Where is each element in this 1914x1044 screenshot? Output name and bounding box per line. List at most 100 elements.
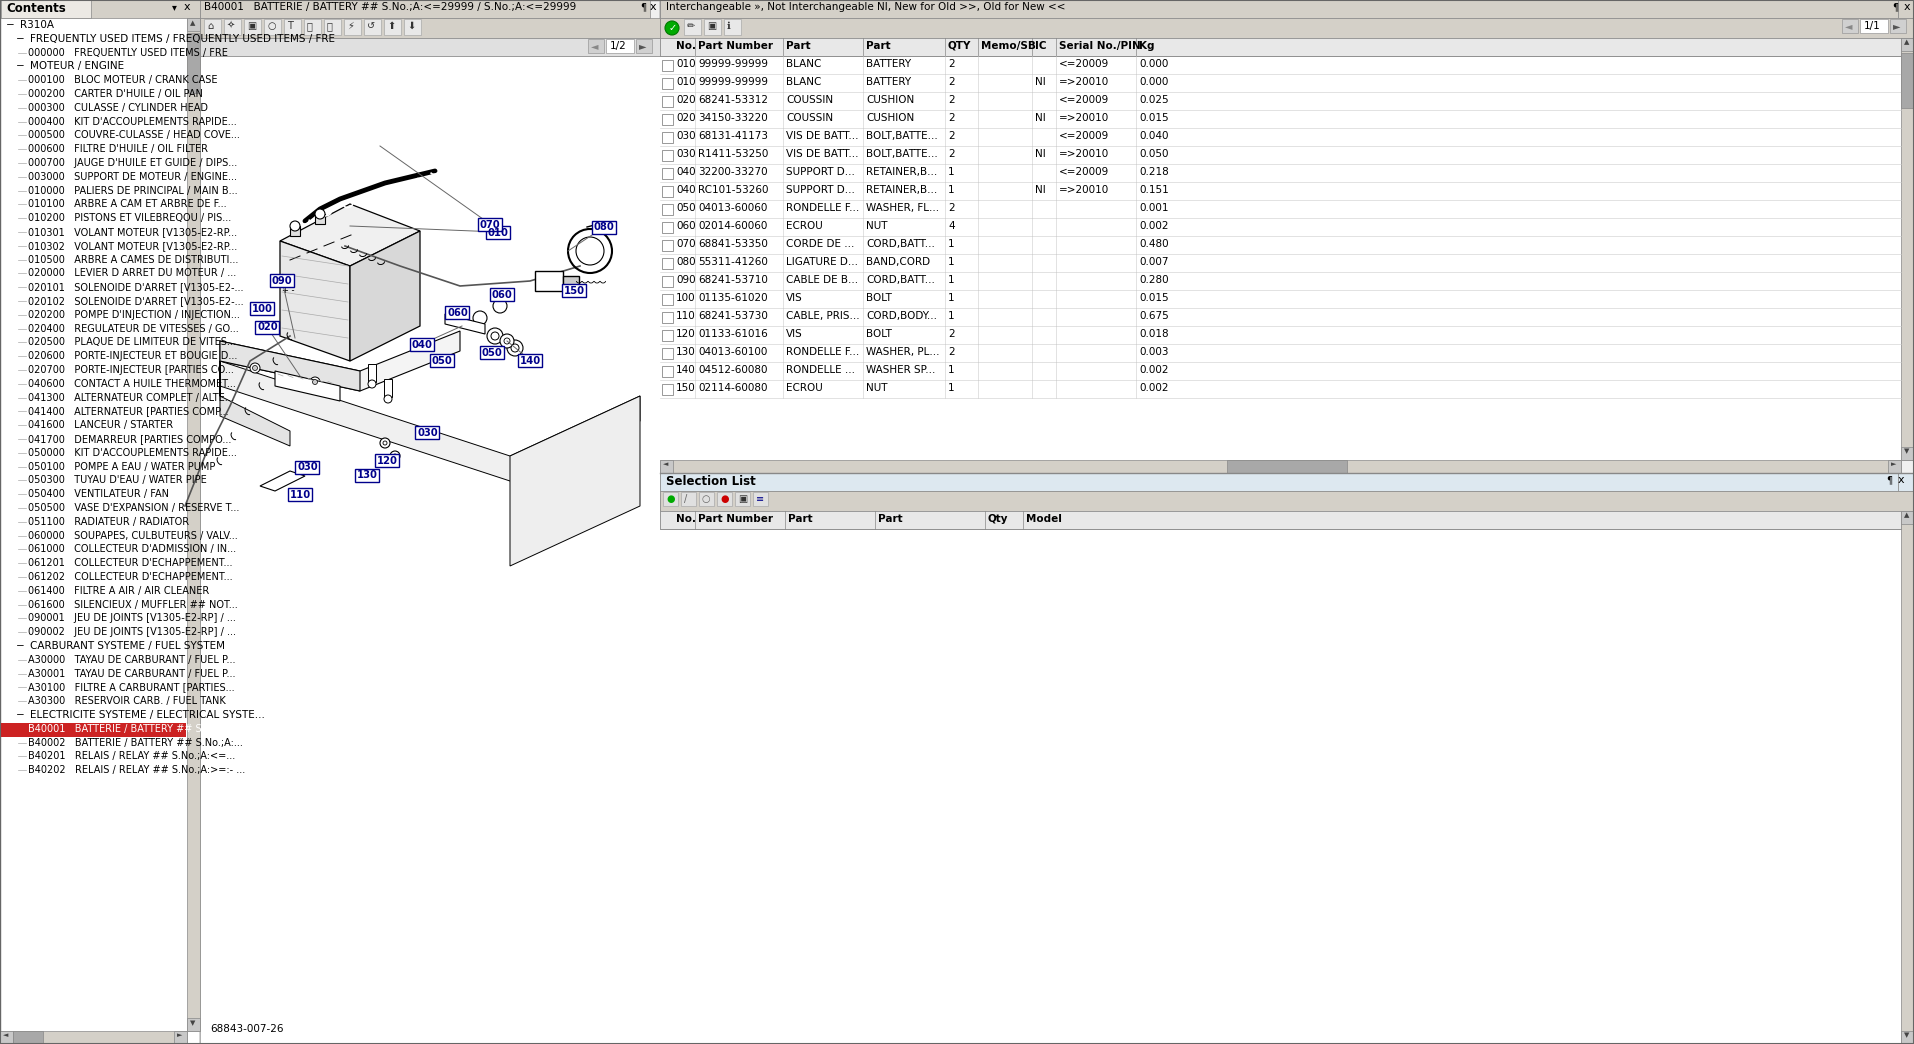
Text: A30001   TAYAU DE CARBURANT / FUEL P...: A30001 TAYAU DE CARBURANT / FUEL P... bbox=[29, 668, 235, 679]
Text: 020600   PORTE-INJECTEUR ET BOUGIE D...: 020600 PORTE-INJECTEUR ET BOUGIE D... bbox=[29, 351, 237, 361]
Bar bbox=[660, 236, 1901, 254]
Text: B40001   BATTERIE / BATTERY ## S.No.;A:<=29999 / S.No.;A:<=29999: B40001 BATTERIE / BATTERY ## S.No.;A:<=2… bbox=[205, 2, 576, 11]
Polygon shape bbox=[444, 314, 484, 334]
Text: 020101   SOLENOIDE D'ARRET [V1305-E2-...: 020101 SOLENOIDE D'ARRET [V1305-E2-... bbox=[29, 282, 243, 292]
Circle shape bbox=[500, 334, 515, 348]
Text: NUT: NUT bbox=[865, 383, 888, 393]
Bar bbox=[660, 529, 1901, 1044]
Polygon shape bbox=[279, 241, 350, 361]
Text: 2: 2 bbox=[947, 95, 955, 105]
Text: 0.480: 0.480 bbox=[1139, 239, 1169, 250]
Text: CABLE DE B...: CABLE DE B... bbox=[787, 275, 857, 285]
Text: 060000   SOUPAPES, CULBUTEURS / VALV...: 060000 SOUPAPES, CULBUTEURS / VALV... bbox=[29, 530, 237, 541]
FancyBboxPatch shape bbox=[519, 354, 542, 367]
Text: 030: 030 bbox=[676, 130, 695, 141]
Circle shape bbox=[473, 311, 486, 325]
Text: 010: 010 bbox=[676, 60, 695, 69]
Text: BOLT: BOLT bbox=[865, 329, 892, 339]
Text: 01133-61016: 01133-61016 bbox=[699, 329, 768, 339]
Text: ◄: ◄ bbox=[4, 1033, 8, 1038]
Text: 020200   POMPE D'INJECTION / INJECTION...: 020200 POMPE D'INJECTION / INJECTION... bbox=[29, 310, 239, 319]
Text: 0.000: 0.000 bbox=[1139, 60, 1168, 69]
Text: CARBURANT SYSTEME / FUEL SYSTEM: CARBURANT SYSTEME / FUEL SYSTEM bbox=[31, 641, 226, 651]
Text: ✏: ✏ bbox=[687, 21, 695, 31]
Text: 4: 4 bbox=[947, 221, 955, 231]
Text: B40002   BATTERIE / BATTERY ## S.No.;A:...: B40002 BATTERIE / BATTERY ## S.No.;A:... bbox=[29, 738, 243, 748]
FancyBboxPatch shape bbox=[431, 354, 454, 367]
Text: 061202   COLLECTEUR D'ECHAPPEMENT...: 061202 COLLECTEUR D'ECHAPPEMENT... bbox=[29, 572, 234, 582]
Text: 100: 100 bbox=[676, 293, 695, 303]
Text: 1/1: 1/1 bbox=[1864, 21, 1881, 31]
Text: CORDE DE ...: CORDE DE ... bbox=[787, 239, 854, 250]
Text: 020500   PLAQUE DE LIMITEUR DE VITES...: 020500 PLAQUE DE LIMITEUR DE VITES... bbox=[29, 337, 235, 348]
Text: 02014-60060: 02014-60060 bbox=[699, 221, 768, 231]
Bar bbox=[1899, 473, 1914, 491]
Text: 000300   CULASSE / CYLINDER HEAD: 000300 CULASSE / CYLINDER HEAD bbox=[29, 102, 209, 113]
Bar bbox=[660, 473, 1899, 491]
Bar bbox=[316, 214, 325, 224]
Bar bbox=[660, 92, 1901, 110]
Polygon shape bbox=[276, 371, 341, 401]
Bar bbox=[660, 74, 1901, 92]
Bar bbox=[735, 492, 750, 506]
Bar bbox=[188, 1018, 199, 1031]
Text: 050300   TUYAU D'EAU / WATER PIPE: 050300 TUYAU D'EAU / WATER PIPE bbox=[29, 475, 207, 485]
Text: 130: 130 bbox=[358, 471, 377, 480]
Text: ⚡: ⚡ bbox=[346, 21, 354, 31]
Bar bbox=[1901, 511, 1914, 524]
Text: 04013-60060: 04013-60060 bbox=[699, 203, 768, 213]
FancyBboxPatch shape bbox=[295, 461, 320, 474]
Text: 120: 120 bbox=[676, 329, 697, 339]
FancyBboxPatch shape bbox=[563, 284, 586, 296]
Text: CORD,BATT...: CORD,BATT... bbox=[865, 275, 934, 285]
Bar bbox=[1227, 460, 1347, 473]
Text: 000700   JAUGE D'HUILE ET GUIDE / DIPS...: 000700 JAUGE D'HUILE ET GUIDE / DIPS... bbox=[29, 158, 237, 168]
Text: 0.002: 0.002 bbox=[1139, 221, 1169, 231]
Bar bbox=[662, 204, 674, 215]
Bar bbox=[1887, 460, 1901, 473]
Text: No.: No. bbox=[676, 41, 697, 51]
Text: 090: 090 bbox=[676, 275, 695, 285]
Bar bbox=[662, 78, 674, 89]
Bar bbox=[660, 491, 1914, 511]
Circle shape bbox=[383, 441, 387, 445]
Text: ECROU: ECROU bbox=[787, 221, 823, 231]
Circle shape bbox=[253, 365, 258, 371]
Text: QTY: QTY bbox=[947, 41, 972, 51]
Text: ►: ► bbox=[1891, 461, 1897, 467]
Text: 050: 050 bbox=[482, 348, 503, 357]
FancyBboxPatch shape bbox=[287, 488, 312, 501]
Bar bbox=[385, 19, 402, 35]
FancyBboxPatch shape bbox=[591, 221, 616, 234]
FancyBboxPatch shape bbox=[251, 302, 274, 315]
Text: 0.002: 0.002 bbox=[1139, 383, 1169, 393]
Text: 090002   JEU DE JOINTS [V1305-E2-RP] / ...: 090002 JEU DE JOINTS [V1305-E2-RP] / ... bbox=[29, 627, 235, 637]
Bar bbox=[662, 222, 674, 233]
Text: BATTERY: BATTERY bbox=[865, 60, 911, 69]
Text: 110: 110 bbox=[676, 311, 697, 321]
Circle shape bbox=[503, 338, 509, 345]
Circle shape bbox=[507, 340, 523, 356]
Text: NI: NI bbox=[1035, 185, 1045, 195]
Text: =>20010: =>20010 bbox=[1058, 185, 1110, 195]
Text: ▼: ▼ bbox=[1904, 1033, 1910, 1038]
Text: ►: ► bbox=[639, 41, 647, 51]
Bar bbox=[563, 276, 580, 287]
Text: 041300   ALTERNATEUR COMPLET / ALTE...: 041300 ALTERNATEUR COMPLET / ALTE... bbox=[29, 393, 234, 403]
Bar bbox=[660, 362, 1901, 380]
Bar bbox=[364, 19, 381, 35]
Circle shape bbox=[251, 363, 260, 373]
Text: Kg: Kg bbox=[1139, 41, 1154, 51]
Bar bbox=[1901, 38, 1914, 51]
Text: 68843-007-26: 68843-007-26 bbox=[211, 1024, 283, 1034]
Circle shape bbox=[492, 332, 500, 340]
Circle shape bbox=[316, 209, 325, 219]
Text: 110: 110 bbox=[291, 490, 312, 499]
Text: BOLT: BOLT bbox=[865, 293, 892, 303]
Bar bbox=[404, 19, 421, 35]
Text: ►: ► bbox=[1893, 21, 1901, 31]
Bar bbox=[199, 0, 651, 18]
Text: 010100   ARBRE A CAM ET ARBRE DE F...: 010100 ARBRE A CAM ET ARBRE DE F... bbox=[29, 199, 226, 210]
Text: <=20009: <=20009 bbox=[1058, 130, 1110, 141]
Bar bbox=[660, 56, 1901, 74]
